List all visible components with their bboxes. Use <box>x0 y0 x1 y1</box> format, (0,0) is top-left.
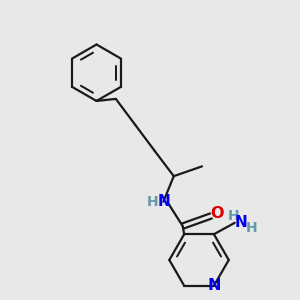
Text: N: N <box>158 194 170 209</box>
Text: H: H <box>146 195 158 209</box>
Text: H: H <box>228 209 240 223</box>
Text: O: O <box>210 206 224 221</box>
Text: H: H <box>246 221 257 235</box>
Text: N: N <box>207 278 221 293</box>
Text: N: N <box>234 215 247 230</box>
